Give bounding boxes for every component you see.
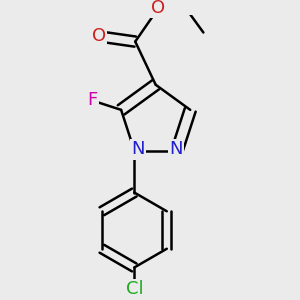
Text: F: F: [87, 91, 97, 109]
Text: N: N: [169, 140, 183, 158]
Text: O: O: [151, 0, 165, 16]
Text: N: N: [131, 140, 145, 158]
Text: Cl: Cl: [125, 280, 143, 298]
Text: O: O: [92, 27, 106, 45]
